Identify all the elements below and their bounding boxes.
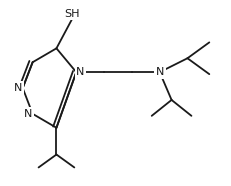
Text: N: N bbox=[155, 67, 163, 77]
Text: N: N bbox=[76, 67, 84, 77]
Text: N: N bbox=[76, 67, 84, 77]
Text: SH: SH bbox=[64, 9, 80, 19]
Text: N: N bbox=[14, 83, 23, 93]
Text: N: N bbox=[155, 67, 163, 77]
Text: SH: SH bbox=[64, 9, 80, 19]
Text: N: N bbox=[24, 109, 33, 119]
Text: N: N bbox=[24, 109, 33, 119]
Text: N: N bbox=[14, 83, 23, 93]
